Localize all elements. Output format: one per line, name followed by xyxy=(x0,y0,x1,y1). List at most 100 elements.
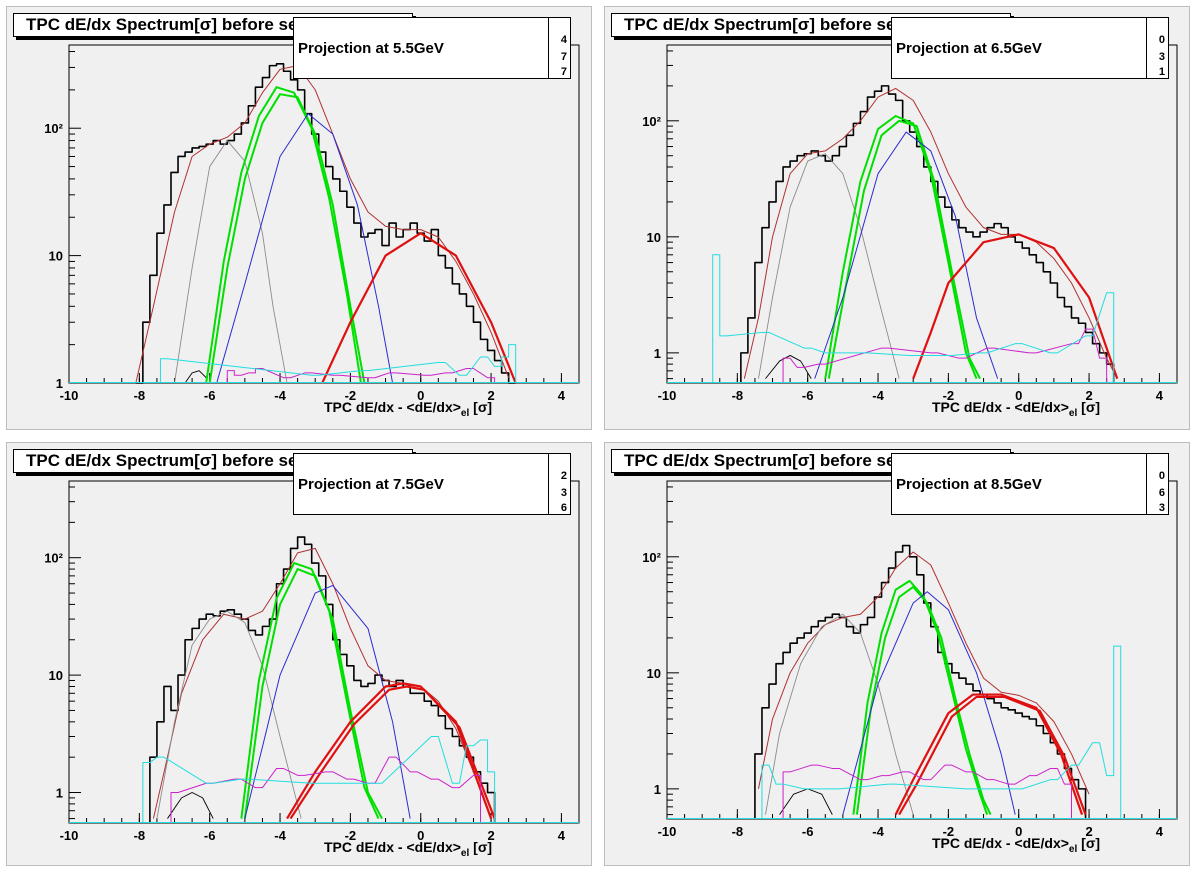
series-electron-high-6 xyxy=(216,113,394,384)
x-axis-label-sub: el xyxy=(1068,843,1078,855)
x-tick-label: -8 xyxy=(732,824,744,839)
stats-box-1: 4 7 7 Projection at 5.5GeV xyxy=(293,17,571,79)
plot-pad-4: -10 -8 -6 -4 -2 0 2 4 1 10 10² TPC dE/dx Spectrum[… xyxy=(604,442,1190,866)
plot-subtitle-3: Projection at 7.5GeV xyxy=(298,476,444,493)
x-tick-label: 2 xyxy=(1085,824,1092,839)
stats-value-3: 3 xyxy=(1158,502,1165,514)
stats-value-2: 6 xyxy=(1158,487,1165,499)
x-tick-label: -8 xyxy=(134,388,146,403)
x-axis-label-sub: el xyxy=(1068,407,1078,419)
stats-value-1: 0 xyxy=(1158,470,1165,482)
series-electron-high-6 xyxy=(244,584,411,819)
stats-box-4: 0 6 3 Projection at 8.5GeV xyxy=(891,453,1169,515)
stats-value-1: 2 xyxy=(560,470,567,482)
series-electron-high-6 xyxy=(842,591,1016,815)
plot-pad-1: -10 -8 -6 -4 -2 0 2 4 1 10 10² TPC dE/dx Spectrum[… xyxy=(6,6,592,430)
stats-value-2: 7 xyxy=(560,51,567,63)
x-tick-label: 4 xyxy=(1156,824,1164,839)
x-tick-label: 0 xyxy=(417,828,424,843)
plot-frame xyxy=(68,44,580,384)
x-tick-label: 4 xyxy=(558,388,566,403)
x-tick-label: -6 xyxy=(204,828,216,843)
y-tick-label: 10² xyxy=(642,550,661,565)
stats-value-3: 6 xyxy=(560,502,567,514)
stats-value-3: 1 xyxy=(1158,66,1165,78)
series-pion-2 xyxy=(765,613,914,815)
x-tick-label: -2 xyxy=(345,388,357,403)
plot-frame xyxy=(666,480,1178,820)
x-tick-label: -2 xyxy=(943,824,955,839)
plot-pad-3: -10 -8 -6 -4 -2 0 2 4 1 10 10² TPC dE/dx Spectrum[… xyxy=(6,442,592,866)
series-magenta-8 xyxy=(226,367,496,383)
stats-box-2: 0 3 1 Projection at 6.5GeV xyxy=(891,17,1169,79)
series-kaon-proton-3 xyxy=(779,788,833,815)
series-electron-low-5 xyxy=(205,86,362,384)
plot-subtitle-1: Projection at 5.5GeV xyxy=(298,40,444,57)
plot-area-3: -10 -8 -6 -4 -2 0 2 4 1 10 10² xyxy=(44,480,580,843)
series-hadron-8 xyxy=(289,685,496,820)
series-hadron-7 xyxy=(912,233,1119,380)
series-total-fit-1 xyxy=(152,547,492,819)
plot-area-4: -10 -8 -6 -4 -2 0 2 4 1 10 10² xyxy=(642,480,1178,839)
x-axis-label-sub: el xyxy=(460,847,470,859)
plot-subtitle-4: Projection at 8.5GeV xyxy=(896,476,1042,493)
x-axis-label-unit: [σ] xyxy=(1081,399,1101,415)
series-electron-low-4 xyxy=(208,93,366,384)
x-axis-label-3: TPC dE/dx - <dE/dx>el [σ] xyxy=(324,839,492,859)
x-axis-label-unit: [σ] xyxy=(473,839,493,855)
series-electron-low-4 xyxy=(855,585,992,816)
stats-divider xyxy=(548,454,549,515)
x-tick-label: -2 xyxy=(345,828,357,843)
plot-area-2: -10 -8 -6 -4 -2 0 2 4 1 10 10² xyxy=(642,44,1178,403)
x-tick-label: 2 xyxy=(1085,388,1092,403)
series-total-fit-1 xyxy=(757,551,1090,795)
series-pion-2 xyxy=(758,153,900,379)
y-tick-label: 1 xyxy=(654,346,661,361)
series-data-0 xyxy=(754,544,1087,819)
stats-divider xyxy=(1146,454,1147,515)
plot-subtitle-2: Projection at 6.5GeV xyxy=(896,40,1042,57)
x-axis-label-unit: [σ] xyxy=(473,399,493,415)
series-pion-2 xyxy=(174,140,288,384)
x-tick-label: -4 xyxy=(872,388,884,403)
series-electron-low-4 xyxy=(824,114,978,379)
y-tick-label: 10 xyxy=(647,230,661,245)
series-hadron-7 xyxy=(894,693,1084,816)
stats-divider xyxy=(1146,18,1147,79)
x-axis-label-main: TPC dE/dx - <dE/dx> xyxy=(932,835,1069,851)
x-tick-label: 0 xyxy=(1015,824,1022,839)
series-data-0 xyxy=(740,85,1115,383)
series-cyan-10 xyxy=(761,645,1122,819)
y-tick-label: 10² xyxy=(642,114,661,129)
y-tick-label: 1 xyxy=(654,782,661,797)
x-tick-label: 0 xyxy=(1015,388,1022,403)
y-tick-label: 10² xyxy=(44,121,63,136)
series-data-0 xyxy=(149,536,496,823)
series-total-fit-1 xyxy=(743,87,1118,379)
stats-value-2: 3 xyxy=(1158,51,1165,63)
series-hadron-7 xyxy=(286,682,493,820)
series-electron-low-5 xyxy=(827,119,981,380)
y-tick-label: 10 xyxy=(49,249,63,264)
y-tick-label: 10 xyxy=(647,666,661,681)
plot-pad-2: -10 -8 -6 -4 -2 0 2 4 1 10 10² TPC dE/dx Spectrum[… xyxy=(604,6,1190,430)
x-tick-label: 2 xyxy=(487,388,494,403)
x-axis-label-main: TPC dE/dx - <dE/dx> xyxy=(324,399,461,415)
x-tick-label: -10 xyxy=(658,824,677,839)
y-tick-label: 10² xyxy=(44,551,63,566)
y-tick-label: 1 xyxy=(56,786,63,801)
x-axis-label-sub: el xyxy=(460,407,470,419)
series-cyan-10 xyxy=(142,735,496,823)
plot-area-1: -10 -8 -6 -4 -2 0 2 4 1 10 10² xyxy=(44,44,580,403)
series-pion-2 xyxy=(156,610,302,819)
stats-divider xyxy=(548,18,549,79)
stats-box-3: 2 3 6 Projection at 7.5GeV xyxy=(293,453,571,515)
x-tick-label: -10 xyxy=(60,388,79,403)
y-tick-label: 1 xyxy=(56,376,63,391)
series-kaon-proton-3 xyxy=(184,370,207,384)
x-tick-label: -4 xyxy=(274,828,286,843)
x-axis-label-main: TPC dE/dx - <dE/dx> xyxy=(932,399,1069,415)
series-data-0 xyxy=(135,63,516,384)
series-electron-low-5 xyxy=(852,579,989,815)
x-tick-label: -4 xyxy=(872,824,884,839)
